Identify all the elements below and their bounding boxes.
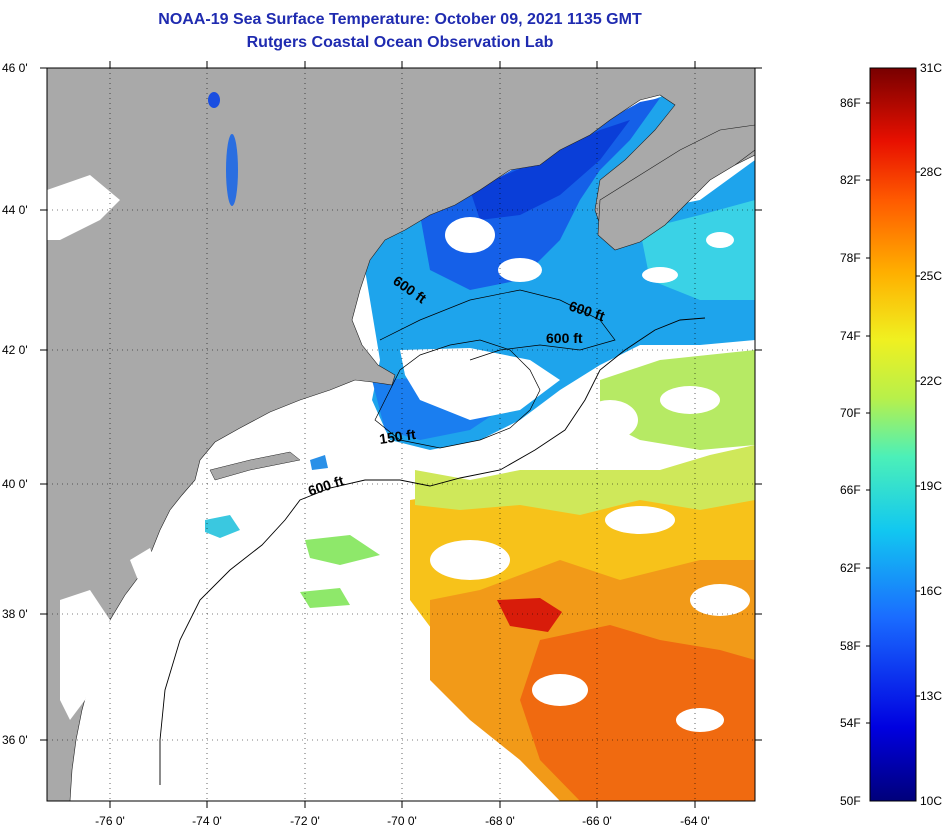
lake	[208, 92, 220, 108]
sst-warm-region	[300, 350, 755, 801]
colorbar-label-c: 28C	[920, 165, 942, 179]
isobath-150ft	[374, 339, 541, 449]
lat-label: 36 0'	[2, 733, 28, 747]
colorbar-label-f: 66F	[840, 483, 861, 497]
colorbar-label-f: 74F	[840, 329, 861, 343]
lake	[47, 175, 120, 240]
lon-label: -68 0'	[485, 814, 515, 828]
chesapeake-bay	[60, 590, 110, 720]
colorbar-label-f: 70F	[840, 406, 861, 420]
colorbar-label-c: 31C	[920, 61, 942, 75]
lon-label: -64 0'	[680, 814, 710, 828]
lon-label: -76 0'	[95, 814, 125, 828]
sst-patch	[205, 515, 240, 538]
depth-label: 600 ft	[546, 330, 583, 346]
delaware-bay	[130, 548, 158, 585]
sst-patch	[310, 455, 328, 470]
map-frame	[46, 67, 756, 802]
isobath-600ft-gom	[379, 289, 616, 361]
lake-champlain	[226, 134, 238, 206]
colorbar-label-f: 82F	[840, 173, 861, 187]
lon-label: -74 0'	[192, 814, 222, 828]
colorbar-label-f: 86F	[840, 96, 861, 110]
land-nova-scotia	[597, 124, 755, 251]
land-long-island	[209, 451, 301, 481]
lat-label: 38 0'	[2, 607, 28, 621]
colorbar-label-f: 50F	[840, 794, 861, 808]
lon-label: -70 0'	[387, 814, 417, 828]
colorbar-label-c: 10C	[920, 794, 942, 808]
colorbar-label-c: 13C	[920, 689, 942, 703]
colorbar-ticks	[866, 102, 920, 724]
map-title: NOAA-19 Sea Surface Temperature: October…	[158, 11, 642, 28]
colorbar	[869, 67, 917, 802]
colorbar-label-c: 16C	[920, 584, 942, 598]
colorbar-label-f: 54F	[840, 716, 861, 730]
lon-label: -66 0'	[582, 814, 612, 828]
lat-label: 40 0'	[2, 477, 28, 491]
isobath-600ft	[159, 317, 706, 785]
colorbar-label-f: 78F	[840, 251, 861, 265]
lon-label: -72 0'	[290, 814, 320, 828]
axis-ticks	[40, 61, 762, 808]
colorbar-label-c: 19C	[920, 479, 942, 493]
colorbar-label-f: 62F	[840, 561, 861, 575]
sst-cold-region	[360, 95, 755, 450]
lat-label: 44 0'	[2, 203, 28, 217]
colorbar-label-f: 58F	[840, 639, 861, 653]
graticule	[47, 68, 755, 801]
colorbar-label-c: 22C	[920, 374, 942, 388]
depth-label: 150 ft	[378, 426, 417, 447]
colorbar-label-c: 25C	[920, 269, 942, 283]
lat-label: 42 0'	[2, 343, 28, 357]
lat-label: 46 0'	[2, 61, 28, 75]
map-subtitle: Rutgers Coastal Ocean Observation Lab	[246, 34, 554, 51]
